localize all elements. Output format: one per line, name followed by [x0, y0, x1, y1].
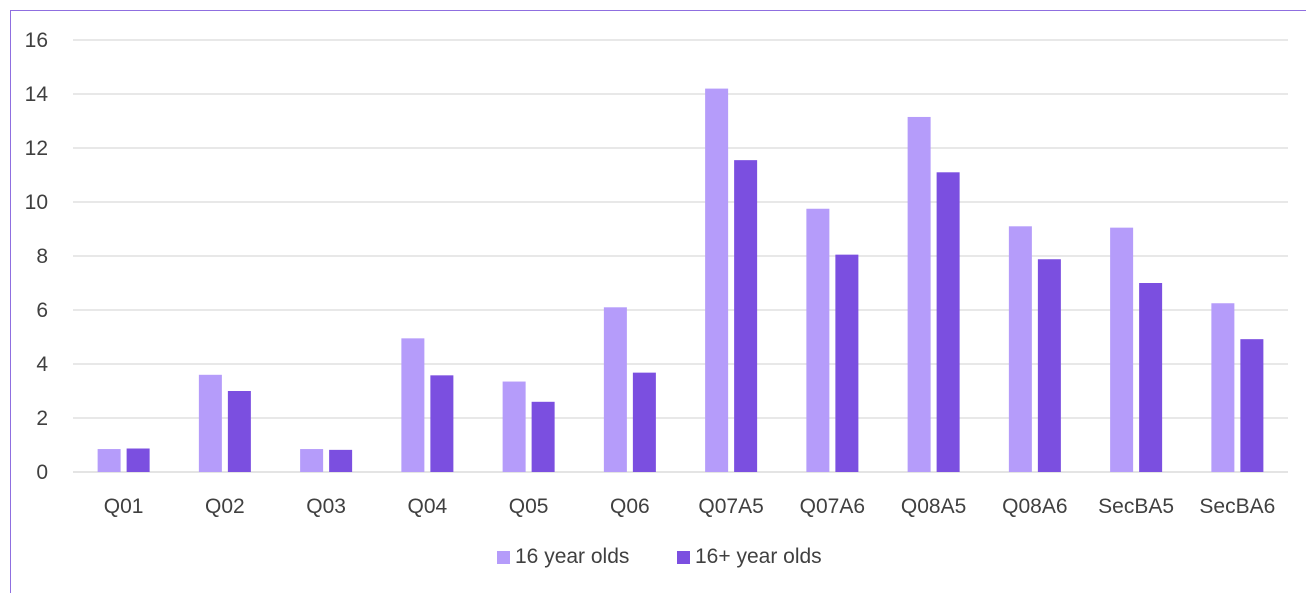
bar-series-2-q06 — [632, 372, 656, 472]
bar-series-2-q08a5 — [936, 172, 960, 473]
bar-series-2-q02 — [227, 391, 251, 472]
bar-series-1-secba5 — [1110, 227, 1134, 472]
y-tick-label: 12 — [25, 137, 48, 160]
x-category-label: Q04 — [408, 495, 448, 518]
legend-swatch — [497, 551, 510, 564]
y-tick-label: 8 — [36, 245, 48, 268]
bar-series-1-q07a5 — [705, 88, 729, 472]
bar-series-1-q08a6 — [1008, 226, 1032, 472]
bar-series-1-q02 — [198, 374, 222, 472]
bar-series-2-q03 — [329, 449, 353, 472]
bar-series-2-secba6 — [1240, 339, 1264, 472]
y-axis-ticks: 0 2 4 6 8 10 12 14 16 — [25, 29, 49, 484]
x-category-label: Q07A6 — [800, 495, 865, 518]
bar-series-1-q08a5 — [907, 116, 931, 472]
x-category-label: Q08A5 — [901, 495, 966, 518]
y-tick-label: 2 — [36, 407, 48, 430]
chart-frame — [10, 10, 1306, 593]
legend-label: 16+ year olds — [695, 545, 822, 568]
y-tick-label: 14 — [25, 83, 49, 106]
x-category-label: Q06 — [610, 495, 650, 518]
x-category-label: Q05 — [509, 495, 549, 518]
y-tick-label: 16 — [25, 29, 48, 52]
bar-series-2-q04 — [430, 375, 454, 472]
bar-series-1-q06 — [603, 307, 627, 472]
bar-series-1-q03 — [300, 449, 324, 472]
bar-series-1-q01 — [97, 449, 121, 472]
bar-series-1-q04 — [401, 338, 425, 472]
y-tick-label: 4 — [36, 353, 48, 376]
x-category-label: Q08A6 — [1002, 495, 1067, 518]
x-category-label: SecBA6 — [1199, 495, 1275, 518]
bar-series-2-q01 — [126, 448, 150, 472]
legend: 16 year olds 16+ year olds — [497, 545, 822, 568]
bar-series-1-q05 — [502, 381, 526, 472]
bar-series-1-q07a6 — [806, 208, 830, 472]
bar-series-2-secba5 — [1139, 283, 1163, 472]
y-tick-label: 6 — [36, 299, 48, 322]
legend-label: 16 year olds — [515, 545, 629, 568]
bar-series-2-q07a6 — [835, 254, 859, 472]
bar-series-2-q05 — [531, 401, 555, 472]
y-tick-label: 0 — [36, 461, 48, 484]
bar-series-2-q08a6 — [1037, 259, 1061, 472]
bars — [97, 88, 1264, 473]
gridlines — [73, 39, 1288, 473]
y-tick-label: 10 — [25, 191, 48, 214]
x-category-label: Q02 — [205, 495, 245, 518]
bar-series-2-q07a5 — [734, 160, 758, 472]
x-axis-categories: Q01 Q02 Q03 Q04 Q05 Q06 Q07A5 Q07A6 Q08A5 Q08A6 Se… — [104, 495, 1276, 518]
legend-swatch — [677, 551, 690, 564]
x-category-label: Q03 — [306, 495, 346, 518]
x-category-label: Q01 — [104, 495, 144, 518]
bar-series-1-secba6 — [1211, 303, 1235, 472]
x-category-label: SecBA5 — [1098, 495, 1174, 518]
x-category-label: Q07A5 — [698, 495, 763, 518]
